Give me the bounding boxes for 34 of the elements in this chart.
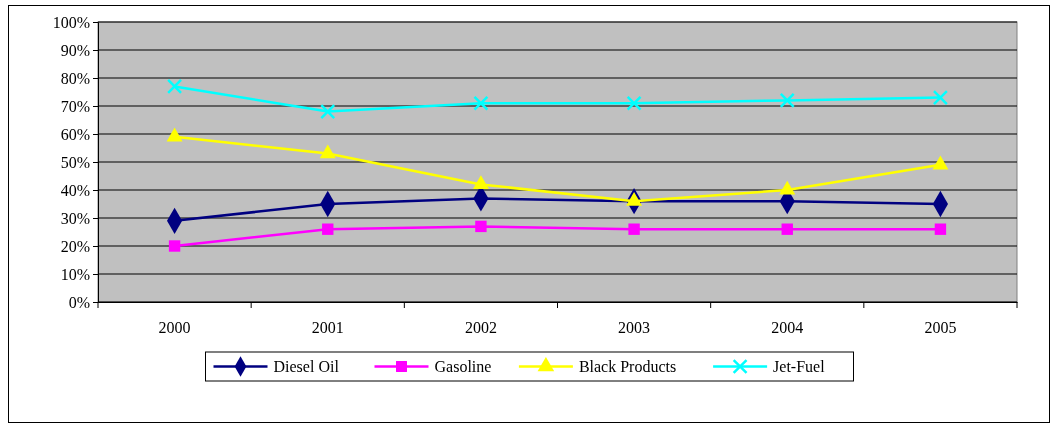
- x-tick-label: 2002: [464, 319, 497, 337]
- x-tick-label: 2000: [158, 319, 191, 337]
- y-tick-label: 40%: [60, 181, 90, 199]
- y-tick-label: 50%: [60, 153, 90, 171]
- point: [932, 89, 949, 106]
- point: [473, 95, 489, 111]
- legend-label: Black Products: [578, 358, 677, 375]
- point: [166, 78, 183, 95]
- point: [319, 144, 336, 159]
- x-tick-label: 2005: [924, 319, 957, 337]
- x-tick-label: 2003: [618, 319, 651, 337]
- y-tick-label: 0%: [68, 293, 90, 311]
- y-tick-label: 30%: [60, 209, 90, 227]
- point: [779, 92, 795, 109]
- x-tick-label: 2004: [771, 319, 804, 337]
- x-tick-label: 2001: [311, 319, 344, 337]
- legend-label: Jet-Fuel: [773, 358, 826, 375]
- point: [168, 240, 181, 252]
- y-tick-label: 100%: [52, 13, 90, 31]
- point: [934, 223, 947, 235]
- point: [322, 223, 334, 235]
- y-tick-label: 70%: [60, 97, 90, 115]
- y-tick-label: 10%: [60, 265, 90, 283]
- point: [320, 103, 336, 120]
- y-tick-label: 60%: [60, 125, 90, 143]
- point: [626, 95, 642, 111]
- y-tick-label: 90%: [60, 41, 90, 59]
- point: [475, 220, 487, 233]
- point: [781, 223, 793, 235]
- legend-label: Gasoline: [434, 358, 492, 375]
- y-tick-label: 80%: [60, 69, 90, 87]
- point: [628, 223, 640, 235]
- legend-label: Diesel Oil: [273, 358, 340, 375]
- y-tick-label: 20%: [60, 237, 90, 255]
